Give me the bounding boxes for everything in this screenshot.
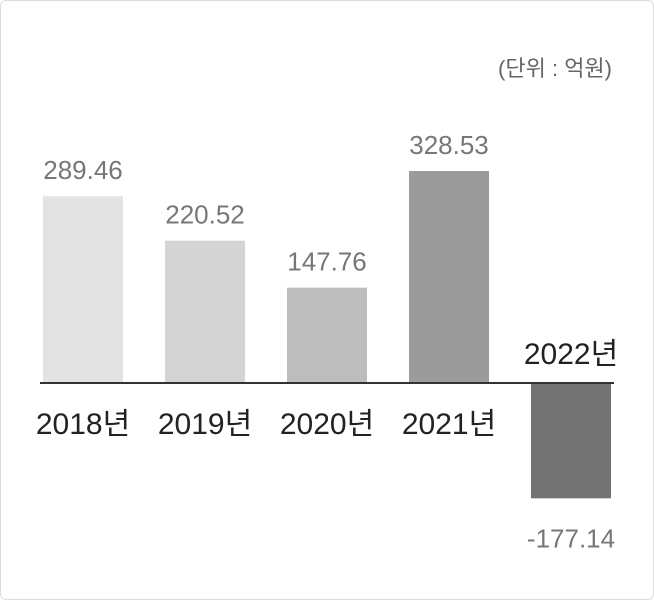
value-label-4: -177.14 <box>527 523 615 553</box>
category-label-3: 2021년 <box>402 408 496 441</box>
value-label-1: 220.52 <box>165 200 245 230</box>
labels-group: 289.46 2018년 220.52 2019년 147.76 2020년 328.53 2… <box>36 130 618 553</box>
value-label-2: 147.76 <box>287 247 367 277</box>
bar-2 <box>287 287 367 383</box>
bar-1 <box>165 240 245 383</box>
bar-3 <box>409 170 489 383</box>
category-label-2: 2020년 <box>280 408 374 441</box>
category-label-0: 2018년 <box>36 408 130 441</box>
category-label-1: 2019년 <box>158 408 252 441</box>
bar-4 <box>531 384 611 499</box>
unit-note: (단위 : 억원) <box>498 56 612 81</box>
category-label-4: 2022년 <box>524 338 618 371</box>
value-label-3: 328.53 <box>409 130 489 160</box>
bars-group <box>43 170 611 499</box>
value-label-0: 289.46 <box>43 155 123 185</box>
bar-0 <box>43 196 123 383</box>
